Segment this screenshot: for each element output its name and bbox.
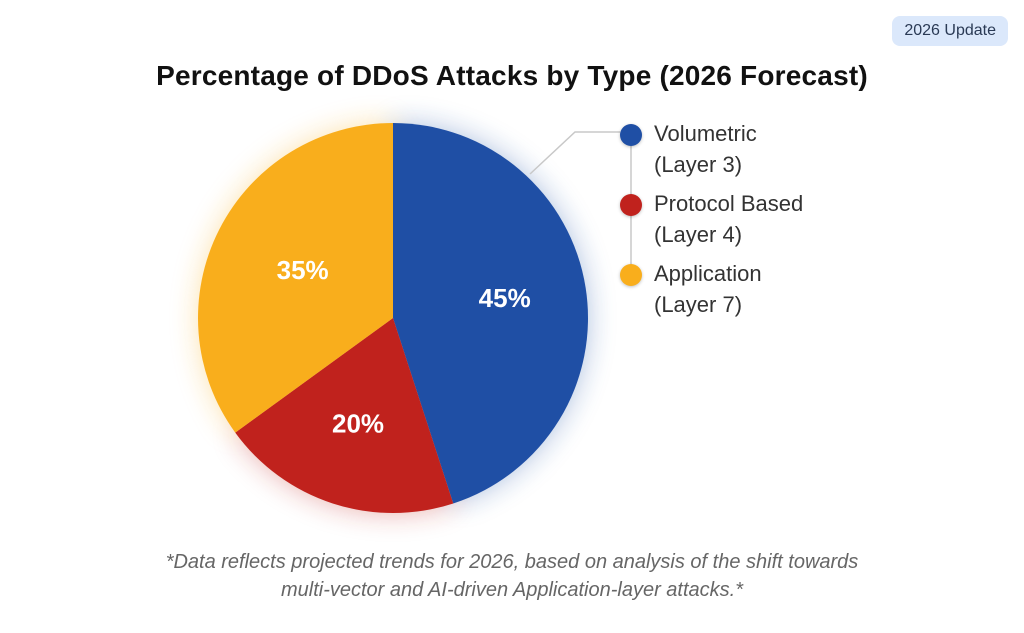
footnote: *Data reflects projected trends for 2026… [165, 551, 859, 601]
update-badge: 2026 Update [892, 16, 1008, 46]
chart-title: Percentage of DDoS Attacks by Type (2026… [156, 60, 868, 91]
slice-application [198, 123, 393, 433]
slice-label-protocol: 20% [332, 408, 384, 438]
legend-connector-line [529, 131, 620, 175]
slice-protocol [235, 318, 454, 513]
slice-label-volumetric: 45% [479, 283, 531, 313]
legend-swatch [620, 194, 642, 216]
legend-item-application: Application (Layer 7) [620, 258, 880, 328]
chart-legend: Volumetric (Layer 3) Protocol Based (Lay… [620, 118, 880, 328]
legend-swatch [620, 124, 642, 146]
legend-label: Application (Layer 7) [654, 261, 762, 317]
legend-swatch [620, 264, 642, 286]
legend-item-protocol: Protocol Based (Layer 4) [620, 188, 880, 258]
slice-volumetric [393, 123, 589, 504]
slice-label-application: 35% [277, 255, 329, 285]
legend-item-volumetric: Volumetric (Layer 3) [620, 118, 880, 188]
legend-label: Protocol Based (Layer 4) [654, 191, 804, 247]
legend-label: Volumetric (Layer 3) [654, 121, 757, 177]
